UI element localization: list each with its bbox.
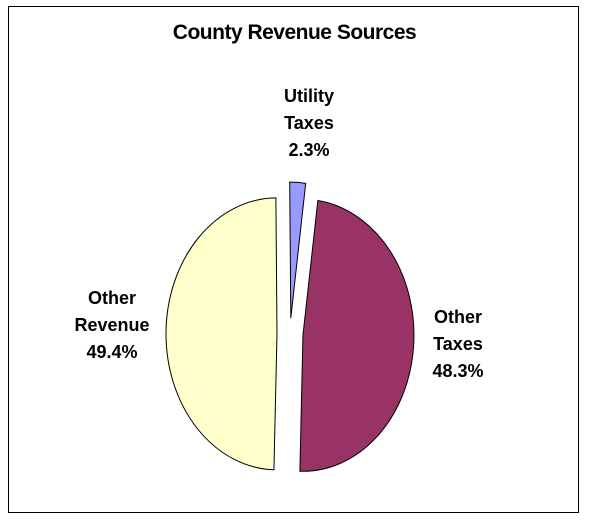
pie-chart: Utility Taxes 2.3% Other Taxes 48.3% Other Reve… xyxy=(74,86,484,472)
pie-slice-utility-taxes xyxy=(289,181,307,319)
slice-label-other-revenue: Other Revenue 49.4% xyxy=(74,288,149,362)
pie-slice-other-revenue xyxy=(165,197,278,471)
slice-label-other-taxes: Other Taxes 48.3% xyxy=(432,307,483,381)
slice-label-utility-taxes: Utility Taxes 2.3% xyxy=(284,86,334,160)
chart-title: County Revenue Sources xyxy=(172,21,417,44)
chart-frame: County Revenue Sources Utility Taxes 2.3% O… xyxy=(8,6,579,513)
pie-slice-other-taxes xyxy=(299,199,415,472)
